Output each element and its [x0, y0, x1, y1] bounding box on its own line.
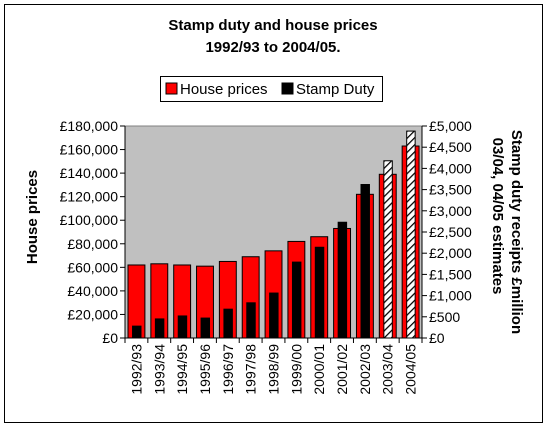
bar-stamp-duty [383, 160, 393, 339]
y-tick-label: £160,000 [60, 142, 119, 158]
y2-tick-label: £5,000 [429, 118, 472, 134]
y2-tick-label: £2,000 [429, 245, 472, 261]
legend-box [160, 76, 383, 102]
legend-swatch-stamp-duty [281, 82, 294, 95]
bar-stamp-duty [406, 130, 416, 339]
chart-title-line1: Stamp duty and house prices [168, 17, 377, 34]
y2-tick-label: £1,500 [429, 266, 472, 282]
bar-stamp-duty [269, 292, 279, 339]
bar-stamp-duty [223, 308, 233, 339]
y-tick-label: £120,000 [60, 189, 119, 205]
y2-tick-label: £500 [429, 309, 460, 325]
bar-stamp-duty [337, 221, 348, 339]
x-tick-label: 2001/02 [334, 344, 350, 395]
legend-swatch-house-prices [165, 82, 178, 95]
x-tick-label: 1996/97 [220, 344, 236, 395]
x-tick-label: 1992/93 [128, 344, 144, 395]
x-tick-label: 1995/96 [197, 344, 213, 395]
bar-stamp-duty [360, 184, 370, 339]
y2-tick-label: £2,500 [429, 224, 472, 240]
y-tick-label: £100,000 [60, 212, 119, 228]
y2-axis-title-line1: Stamp duty receipts £million [508, 130, 525, 334]
y-tick-label: £40,000 [67, 283, 118, 299]
y-tick-label: £60,000 [67, 259, 118, 275]
y2-tick-label: £1,000 [429, 288, 472, 304]
legend-label-stamp-duty: Stamp Duty [296, 81, 375, 98]
legend-label-house-prices: House prices [180, 81, 268, 98]
x-tick-label: 2004/05 [403, 344, 419, 395]
bars-layer [127, 130, 420, 339]
x-tick-label: 1998/99 [266, 344, 282, 395]
bar-stamp-duty [177, 315, 188, 339]
y2-tick-label: £0 [429, 330, 445, 346]
y-tick-label: £20,000 [67, 306, 118, 322]
x-tick-label: 1999/00 [288, 344, 304, 395]
axes-layer: 1992/93 1993/94 1994/95 1995/96 1996/97 1997/… [60, 118, 472, 395]
x-tick-label: 1993/94 [151, 344, 167, 395]
x-tick-label: 2002/03 [357, 344, 373, 395]
y-tick-label: £0 [102, 330, 118, 346]
x-tick-label: 2003/04 [380, 344, 396, 395]
y2-tick-label: £4,000 [429, 160, 472, 176]
y2-tick-label: £3,500 [429, 182, 472, 198]
bar-stamp-duty [246, 302, 256, 339]
y-tick-label: £140,000 [60, 165, 119, 181]
y2-tick-label: £3,000 [429, 203, 472, 219]
chart-title-line2: 1992/93 to 2004/05. [205, 39, 340, 56]
bar-stamp-duty [314, 246, 325, 339]
bar-stamp-duty [132, 325, 142, 339]
y-axis-title: House prices [24, 170, 41, 264]
y-tick-label: £180,000 [60, 118, 119, 134]
x-tick-label: 1994/95 [174, 344, 190, 395]
y2-axis-title-line2: 03/04, 04/05 estimates [489, 138, 506, 295]
bar-stamp-duty [154, 318, 165, 339]
legend: House prices Stamp Duty [160, 76, 383, 102]
y2-tick-label: £4,500 [429, 139, 472, 155]
x-tick-label: 2000/01 [311, 344, 327, 395]
x-tick-label: 1997/98 [243, 344, 259, 395]
y-tick-label: £80,000 [67, 236, 118, 252]
bar-stamp-duty [200, 317, 211, 339]
bar-stamp-duty [291, 261, 302, 339]
